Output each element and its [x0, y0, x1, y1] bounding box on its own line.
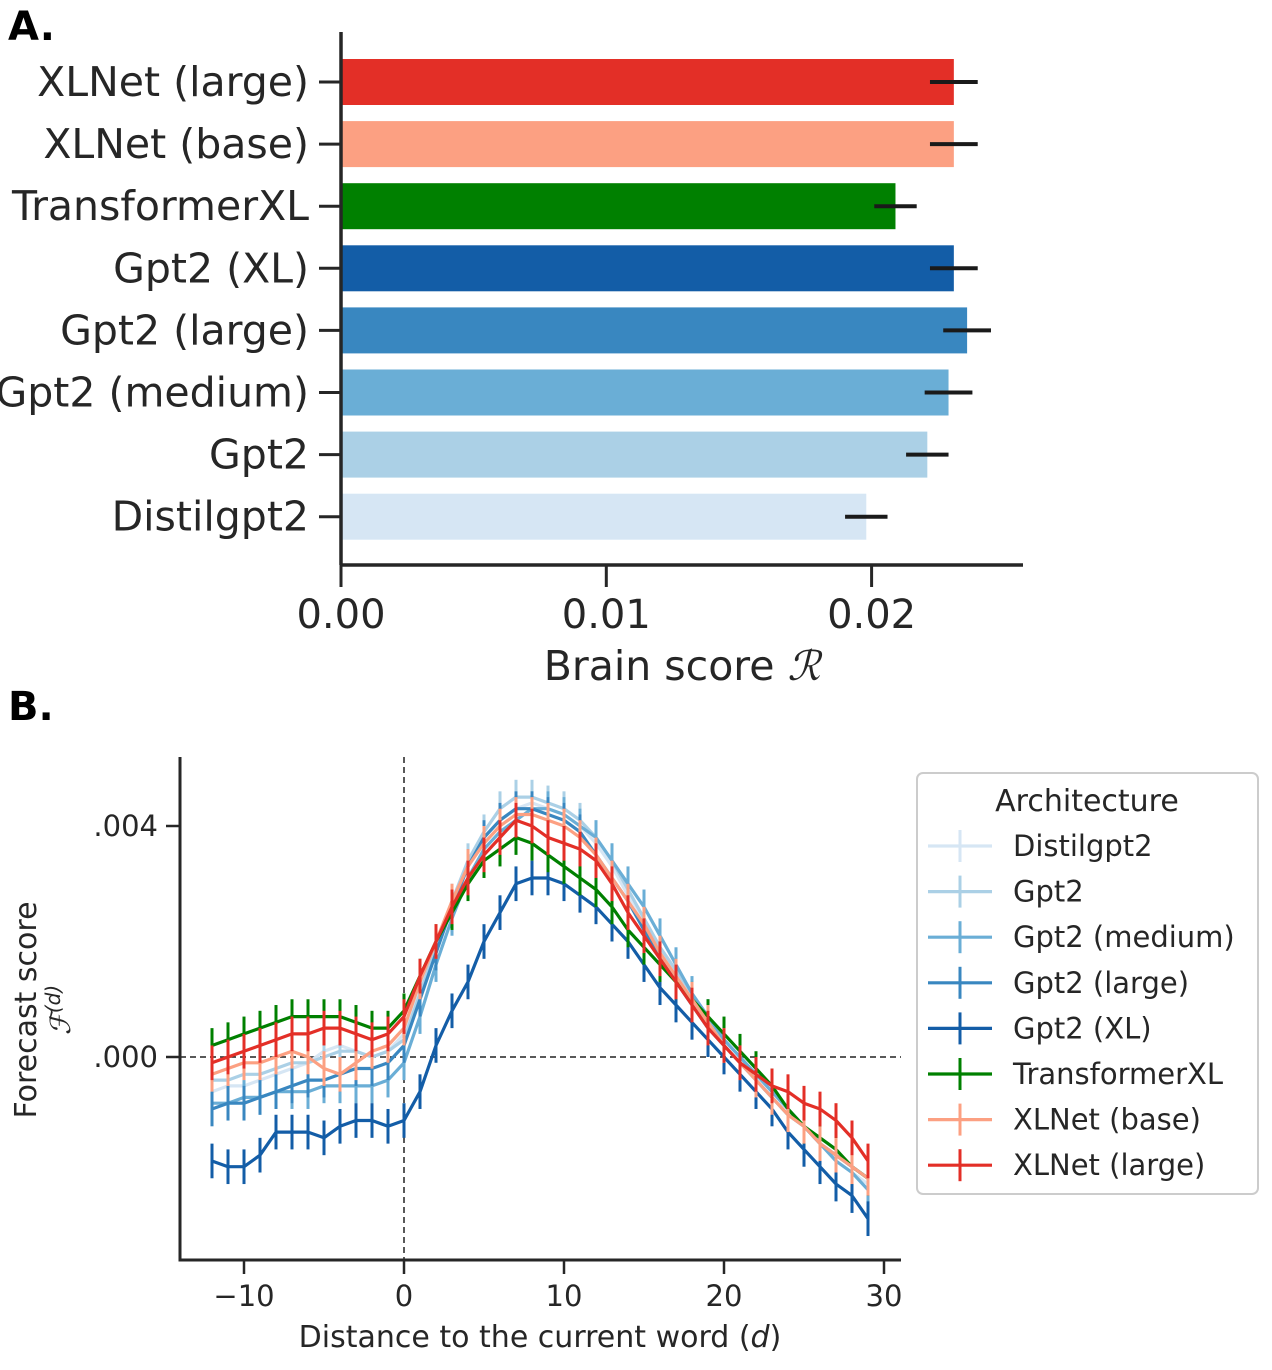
y-axis-symbol-superscript: (d)	[41, 985, 65, 1013]
legend-item-7: XLNet (large)	[928, 1148, 1205, 1182]
y-tick-label-2: TransformerXL	[11, 182, 309, 230]
legend-label-1: Gpt2	[1013, 875, 1084, 909]
legend: Architecture Distilgpt2 Gpt2 Gpt2 (medium) G…	[916, 772, 1259, 1195]
legend-frame	[916, 772, 1259, 1195]
x-tick-label-0: −10	[213, 1279, 274, 1313]
legend-label-7: XLNet (large)	[1013, 1148, 1205, 1182]
x-tick-label-2: 0.02	[827, 592, 916, 638]
y-tick-label-6: Gpt2	[209, 431, 309, 479]
legend-item-1: Gpt2	[928, 875, 1084, 909]
x-tick-label-1: 0.01	[562, 592, 651, 638]
series-7	[210, 802, 870, 1179]
legend-label-6: XLNet (base)	[1013, 1103, 1201, 1137]
legend-item-5: TransformerXL	[928, 1057, 1223, 1091]
x-axis-title-xlabel-var: d	[751, 1320, 771, 1355]
bar-5	[341, 369, 949, 416]
bar-4	[341, 307, 968, 354]
series-6	[210, 797, 870, 1196]
legend-item-6: XLNet (base)	[928, 1103, 1201, 1137]
panel-label-a: A.	[8, 4, 55, 50]
y-tick-label-1: .004	[93, 809, 158, 843]
y-tick-label-0: XLNet (large)	[37, 58, 309, 106]
legend-title: Architecture	[995, 784, 1179, 819]
bar-3	[341, 245, 954, 292]
series-line-0	[211, 801, 869, 1186]
x-tick-label-1: 0	[395, 1279, 413, 1313]
x-axis-title-xlabel-suffix: )	[770, 1320, 782, 1355]
series-3	[210, 791, 870, 1196]
panel-label-b: B.	[8, 684, 54, 730]
series-line-3	[211, 807, 869, 1180]
bar-chart: XLNet (large) XLNet (base) TransformerXL Gp…	[0, 32, 1023, 690]
y-tick-label-5: Gpt2 (medium)	[0, 369, 309, 417]
series-line-1	[212, 795, 869, 1180]
y-tick-label-7: Distilgpt2	[112, 493, 309, 541]
series-line-6	[211, 812, 869, 1180]
x-axis-title: Distance to the current word (d)	[299, 1320, 782, 1355]
legend-item-0: Distilgpt2	[928, 829, 1153, 863]
x-tick-label-0: 0.00	[296, 592, 385, 638]
line-chart: −10 0 10 20 30 .000 .004 Distance to the curren…	[9, 757, 1259, 1355]
bar-2	[341, 183, 896, 230]
legend-label-0: Distilgpt2	[1013, 829, 1153, 863]
legend-item-3: Gpt2 (large)	[928, 966, 1189, 1000]
y-tick-label-3: Gpt2 (XL)	[113, 244, 309, 292]
y-axis-symbol: ℱ(d)	[41, 985, 77, 1035]
bar-1	[341, 121, 954, 168]
x-axis-title-symbol: ℛ	[788, 642, 824, 690]
bar-0	[341, 59, 954, 105]
legend-label-5: TransformerXL	[1012, 1057, 1223, 1091]
y-tick-label-0: .000	[93, 1040, 158, 1074]
y-axis-title: Forecast score	[9, 901, 44, 1118]
bar-7	[341, 493, 867, 540]
bar-6	[341, 431, 928, 478]
x-axis-title-xlabel-prefix: Distance to the current word (	[299, 1320, 751, 1355]
legend-label-2: Gpt2 (medium)	[1013, 920, 1235, 954]
y-tick-label-4: Gpt2 (large)	[60, 306, 309, 354]
x-tick-label-4: 30	[866, 1279, 903, 1313]
legend-item-4: Gpt2 (XL)	[928, 1011, 1152, 1045]
legend-label-4: Gpt2 (XL)	[1013, 1011, 1152, 1045]
x-tick-label-2: 10	[546, 1279, 583, 1313]
series-line-5	[211, 835, 869, 1180]
series-4	[210, 860, 870, 1237]
x-axis-title-text: Brain score	[544, 642, 788, 690]
legend-label-3: Gpt2 (large)	[1013, 966, 1189, 1000]
y-tick-label-1: XLNet (base)	[43, 120, 309, 168]
series-line-4	[211, 876, 870, 1220]
series-2	[210, 791, 870, 1208]
legend-item-2: Gpt2 (medium)	[928, 920, 1235, 954]
series-line-7	[211, 818, 870, 1162]
x-axis-title: Brain score ℛ	[544, 642, 824, 690]
x-tick-label-3: 20	[706, 1279, 743, 1313]
